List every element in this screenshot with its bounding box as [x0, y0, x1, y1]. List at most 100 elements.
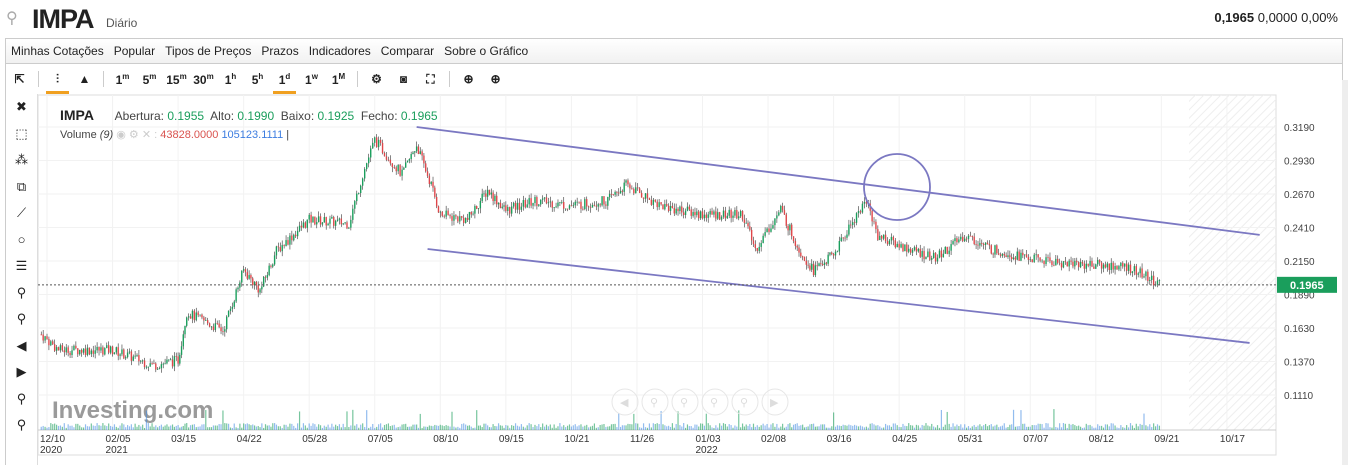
volume-bar — [346, 411, 348, 430]
volume-bar — [212, 425, 215, 430]
volume-bar — [447, 425, 449, 430]
trendline[interactable] — [427, 248, 1250, 344]
volume-bar — [1009, 424, 1011, 430]
volume-bar — [913, 427, 916, 430]
x-tick-label: 07/07 — [1023, 434, 1048, 445]
volume-bar — [1116, 427, 1118, 430]
candle-body — [1076, 260, 1078, 263]
trendline[interactable] — [416, 126, 1260, 236]
close-value: 0.1965 — [400, 109, 438, 123]
volume-bar — [1039, 423, 1041, 430]
candle-body — [184, 325, 186, 335]
candle-body — [432, 181, 434, 188]
volume-bar — [123, 424, 125, 430]
menu-periods[interactable]: Prazos — [261, 44, 299, 58]
volume-bar — [705, 413, 707, 430]
area-chart-icon[interactable]: ▲ — [78, 72, 91, 86]
volume-bar — [936, 425, 939, 430]
interval-5h[interactable]: 5h — [251, 71, 264, 87]
volume-bar — [809, 424, 811, 430]
menu-popular[interactable]: Popular — [113, 44, 156, 58]
scroll-left-icon[interactable]: ◀ — [16, 337, 27, 353]
candle-body — [692, 212, 694, 216]
circle-annotation[interactable] — [863, 153, 931, 221]
interval-1m[interactable]: 1m — [115, 71, 130, 87]
candle-body — [477, 208, 480, 210]
circle-tool-icon[interactable]: ○ — [17, 231, 26, 247]
chart-nav-button[interactable] — [761, 388, 789, 416]
candle-body — [671, 205, 674, 208]
upload-icon[interactable]: ⊕ — [490, 72, 501, 86]
download-icon[interactable]: ⊕ — [463, 72, 474, 86]
candle-body — [967, 235, 970, 239]
interval-5m[interactable]: 5m — [142, 71, 157, 87]
interval-15m[interactable]: 15m — [166, 71, 187, 87]
zoom-reset-icon[interactable]: ⚲ — [16, 390, 27, 406]
volume-bar — [965, 427, 968, 430]
zoom-out-icon[interactable]: ⚲ — [16, 311, 27, 326]
line-tool-icon[interactable]: ⟋ — [16, 205, 27, 220]
candle-body — [561, 201, 563, 203]
copy-icon[interactable]: ⧉ — [16, 178, 27, 194]
magnet-icon[interactable]: ⁂ — [15, 152, 28, 167]
volume-bar — [1035, 425, 1037, 430]
chart-nav-button[interactable] — [641, 388, 669, 416]
volume-bar — [668, 425, 670, 430]
volume-bar — [54, 423, 56, 430]
remove-drawings-icon[interactable]: ⬚ — [15, 125, 28, 141]
chart-nav-button[interactable] — [731, 388, 759, 416]
horizontal-lines-icon[interactable]: ☰ — [15, 258, 28, 273]
candle-body — [549, 201, 552, 203]
volume-bar — [378, 424, 380, 430]
interval-1h[interactable]: 1h — [224, 71, 237, 87]
volume-bar — [210, 427, 213, 430]
candle-body — [648, 198, 651, 200]
candle-body — [445, 210, 447, 217]
chart-nav-button[interactable] — [671, 388, 699, 416]
y-tick-label: 0.1890 — [1284, 291, 1315, 302]
chart-nav-button[interactable] — [611, 388, 639, 416]
settings-icon[interactable]: ⚙ — [371, 72, 382, 86]
candle-body — [86, 347, 89, 355]
volume-bar — [894, 423, 896, 430]
menu-compare[interactable]: Comparar — [380, 44, 435, 58]
volume-bar — [768, 427, 770, 430]
interval-30m[interactable]: 30m — [193, 71, 214, 87]
cursor-icon[interactable]: ⇱ — [14, 72, 25, 86]
candle-body — [778, 212, 780, 216]
menu-price-types[interactable]: Tipos de Preços — [165, 44, 252, 58]
volume-bar — [318, 424, 320, 430]
volume-bar — [115, 426, 117, 430]
menu-my-quotes[interactable]: Minhas Cotações — [11, 44, 104, 58]
volume-bar — [391, 425, 393, 430]
candle-body — [140, 360, 142, 362]
close-icon[interactable]: ✖ — [16, 99, 27, 114]
camera-icon[interactable]: ◙ — [399, 72, 408, 86]
zoom-in-icon[interactable]: ⚲ — [16, 284, 27, 300]
zoom-fit-icon[interactable]: ⚲ — [16, 417, 27, 432]
fullscreen-icon[interactable]: ⛶ — [426, 71, 435, 86]
volume-bar — [977, 425, 979, 430]
interval-1w[interactable]: 1w — [305, 71, 318, 87]
volume-bar — [906, 426, 908, 430]
page-scrollbar[interactable] — [1342, 80, 1348, 465]
volume-bar — [1051, 427, 1053, 430]
candle-body — [275, 246, 278, 256]
interval-1d[interactable]: 1d — [271, 72, 298, 94]
volume-bar — [383, 424, 386, 430]
interval-1M[interactable]: 1M — [331, 71, 346, 87]
candlestick-icon[interactable]: ⫶ — [44, 72, 71, 94]
candle-body — [621, 190, 624, 192]
volume-bar — [574, 424, 576, 430]
scroll-right-icon[interactable]: ▶ — [16, 364, 27, 379]
candle-body — [871, 210, 873, 222]
volume-bar — [877, 425, 879, 430]
menu-indicators[interactable]: Indicadores — [308, 44, 371, 58]
chart-nav-button[interactable] — [701, 388, 729, 416]
candle-body — [827, 254, 829, 264]
menu-about-chart[interactable]: Sobre o Gráfico — [444, 44, 529, 58]
search-icon[interactable]: ⚲ — [6, 10, 18, 27]
volume-bar — [479, 425, 481, 430]
candle-body — [241, 270, 243, 283]
